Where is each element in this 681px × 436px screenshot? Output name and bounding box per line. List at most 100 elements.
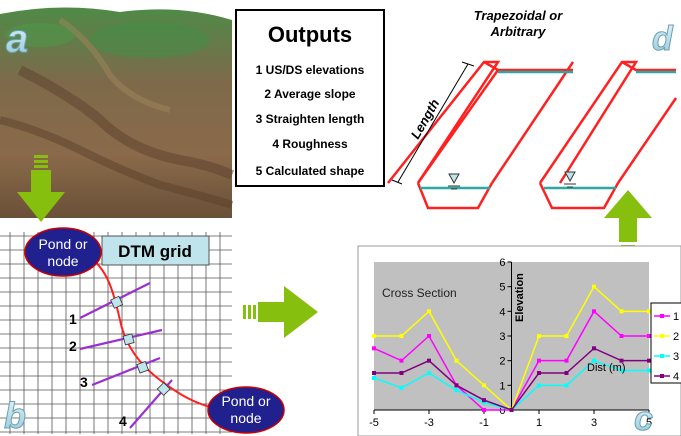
y-tick-label: 6 xyxy=(499,257,505,269)
output-item-1: 1 US/DS elevations xyxy=(256,63,365,77)
series-point-3 xyxy=(564,383,569,388)
pond-node-start xyxy=(24,227,102,277)
channel-title-line1: Trapezoidal or xyxy=(474,8,564,23)
pond-start-line1: Pond or xyxy=(38,236,87,252)
x-tick-label: 1 xyxy=(536,417,542,429)
channel-title-line2: Arbitrary xyxy=(490,24,547,39)
series-point-4 xyxy=(509,408,514,412)
pond-end-line1: Pond or xyxy=(221,393,270,409)
series-point-1 xyxy=(592,309,596,314)
panel-label-b: b xyxy=(4,395,26,436)
series-point-1 xyxy=(537,358,541,363)
pond-end-line2: node xyxy=(230,410,261,426)
series-point-2 xyxy=(564,334,569,338)
y-tick-label: 2 xyxy=(499,356,505,368)
series-point-1 xyxy=(619,334,624,338)
series-point-1 xyxy=(427,334,431,338)
arrow-right-to-chart xyxy=(243,286,318,338)
legend-label-2: 2 xyxy=(673,331,679,343)
chart-series xyxy=(372,284,651,412)
terrain-surface xyxy=(0,7,232,219)
x-tick-label: 3 xyxy=(591,417,597,429)
series-point-4 xyxy=(427,358,431,363)
dtm-grid-panel: DTM grid 1 2 3 4 Pond or node Pond or no… xyxy=(0,227,285,436)
pond-node-end xyxy=(207,386,285,434)
legend-marker-4 xyxy=(660,374,664,378)
outputs-box: Outputs 1 US/DS elevations 2 Average slo… xyxy=(235,9,385,187)
series-point-2 xyxy=(427,309,431,314)
series-point-3 xyxy=(592,358,596,363)
series-point-3 xyxy=(427,371,431,375)
series-point-4 xyxy=(647,358,651,363)
terrain-ridge xyxy=(58,17,171,113)
series-point-3 xyxy=(619,368,624,373)
series-point-2 xyxy=(399,334,404,338)
series-point-4 xyxy=(372,371,376,375)
series-point-2 xyxy=(592,284,596,289)
x-axis-label: Dist (m) xyxy=(587,362,626,374)
y-tick-label: 3 xyxy=(499,331,505,343)
terrain-panel: a xyxy=(0,7,235,219)
legend-marker-1 xyxy=(660,314,664,318)
section-number-3: 3 xyxy=(80,374,88,390)
series-point-2 xyxy=(647,309,651,314)
arrow-down-to-grid xyxy=(17,155,65,222)
y-tick-label: 4 xyxy=(499,306,505,318)
series-point-1 xyxy=(564,358,569,363)
x-tick-label: 5 xyxy=(646,417,652,429)
legend-label-4: 4 xyxy=(673,371,679,383)
series-point-4 xyxy=(619,358,624,363)
section-number-4: 4 xyxy=(119,413,127,429)
flow-path xyxy=(87,255,231,413)
x-tick-label: -3 xyxy=(424,417,434,429)
series-point-3 xyxy=(647,368,651,373)
section-number-2: 2 xyxy=(69,338,77,354)
series-point-4 xyxy=(482,398,486,403)
output-item-3: 3 Straighten length xyxy=(256,112,365,126)
dtm-grid-label-box xyxy=(101,235,210,266)
chart-axes: -5 -3 -1 1 3 5 0 1 2 3 4 5 6 xyxy=(369,257,652,429)
series-point-2 xyxy=(619,309,624,314)
legend-marker-2 xyxy=(660,334,664,338)
y-tick-label: 1 xyxy=(499,380,505,392)
series-point-3 xyxy=(399,385,404,390)
terrain-vegetation xyxy=(90,22,210,58)
terrain-valley xyxy=(17,65,235,180)
outputs-title: Outputs xyxy=(268,22,352,47)
output-item-5: 5 Calculated shape xyxy=(256,164,365,178)
series-point-4 xyxy=(537,371,541,375)
series-point-3 xyxy=(482,400,486,405)
series-point-2 xyxy=(372,334,376,338)
series-point-3 xyxy=(454,388,459,393)
legend-marker-3 xyxy=(660,354,664,358)
series-point-3 xyxy=(372,375,376,380)
channel-panel: Trapezoidal or Arbitrary d xyxy=(387,8,678,210)
series-point-1 xyxy=(482,408,486,412)
series-point-1 xyxy=(647,334,651,338)
x-tick-label: -5 xyxy=(369,417,379,429)
series-point-1 xyxy=(372,346,376,351)
panel-label-c: c xyxy=(634,400,653,436)
y-axis-label: Elevation xyxy=(514,273,526,322)
series-point-3 xyxy=(537,383,541,388)
chart-annotation: Cross Section xyxy=(382,286,457,300)
terrain-valley-2 xyxy=(0,116,234,209)
dtm-grid-label: DTM grid xyxy=(118,242,192,261)
y-tick-label: 0 xyxy=(499,405,505,417)
x-tick-label: -1 xyxy=(479,417,489,429)
series-point-4 xyxy=(454,383,459,388)
series-point-4 xyxy=(592,346,596,351)
panel-label-a: a xyxy=(6,17,28,61)
output-item-2: 2 Average slope xyxy=(264,87,355,101)
y-tick-label: 5 xyxy=(499,282,505,294)
panel-label-d: d xyxy=(652,20,674,58)
series-point-2 xyxy=(537,334,541,338)
legend-label-1: 1 xyxy=(673,311,679,323)
chart-legend: 1 2 3 4 xyxy=(650,302,681,384)
series-point-2 xyxy=(482,383,486,388)
channel-1 xyxy=(387,60,575,210)
pond-start-line2: node xyxy=(47,253,78,269)
series-point-4 xyxy=(399,371,404,375)
